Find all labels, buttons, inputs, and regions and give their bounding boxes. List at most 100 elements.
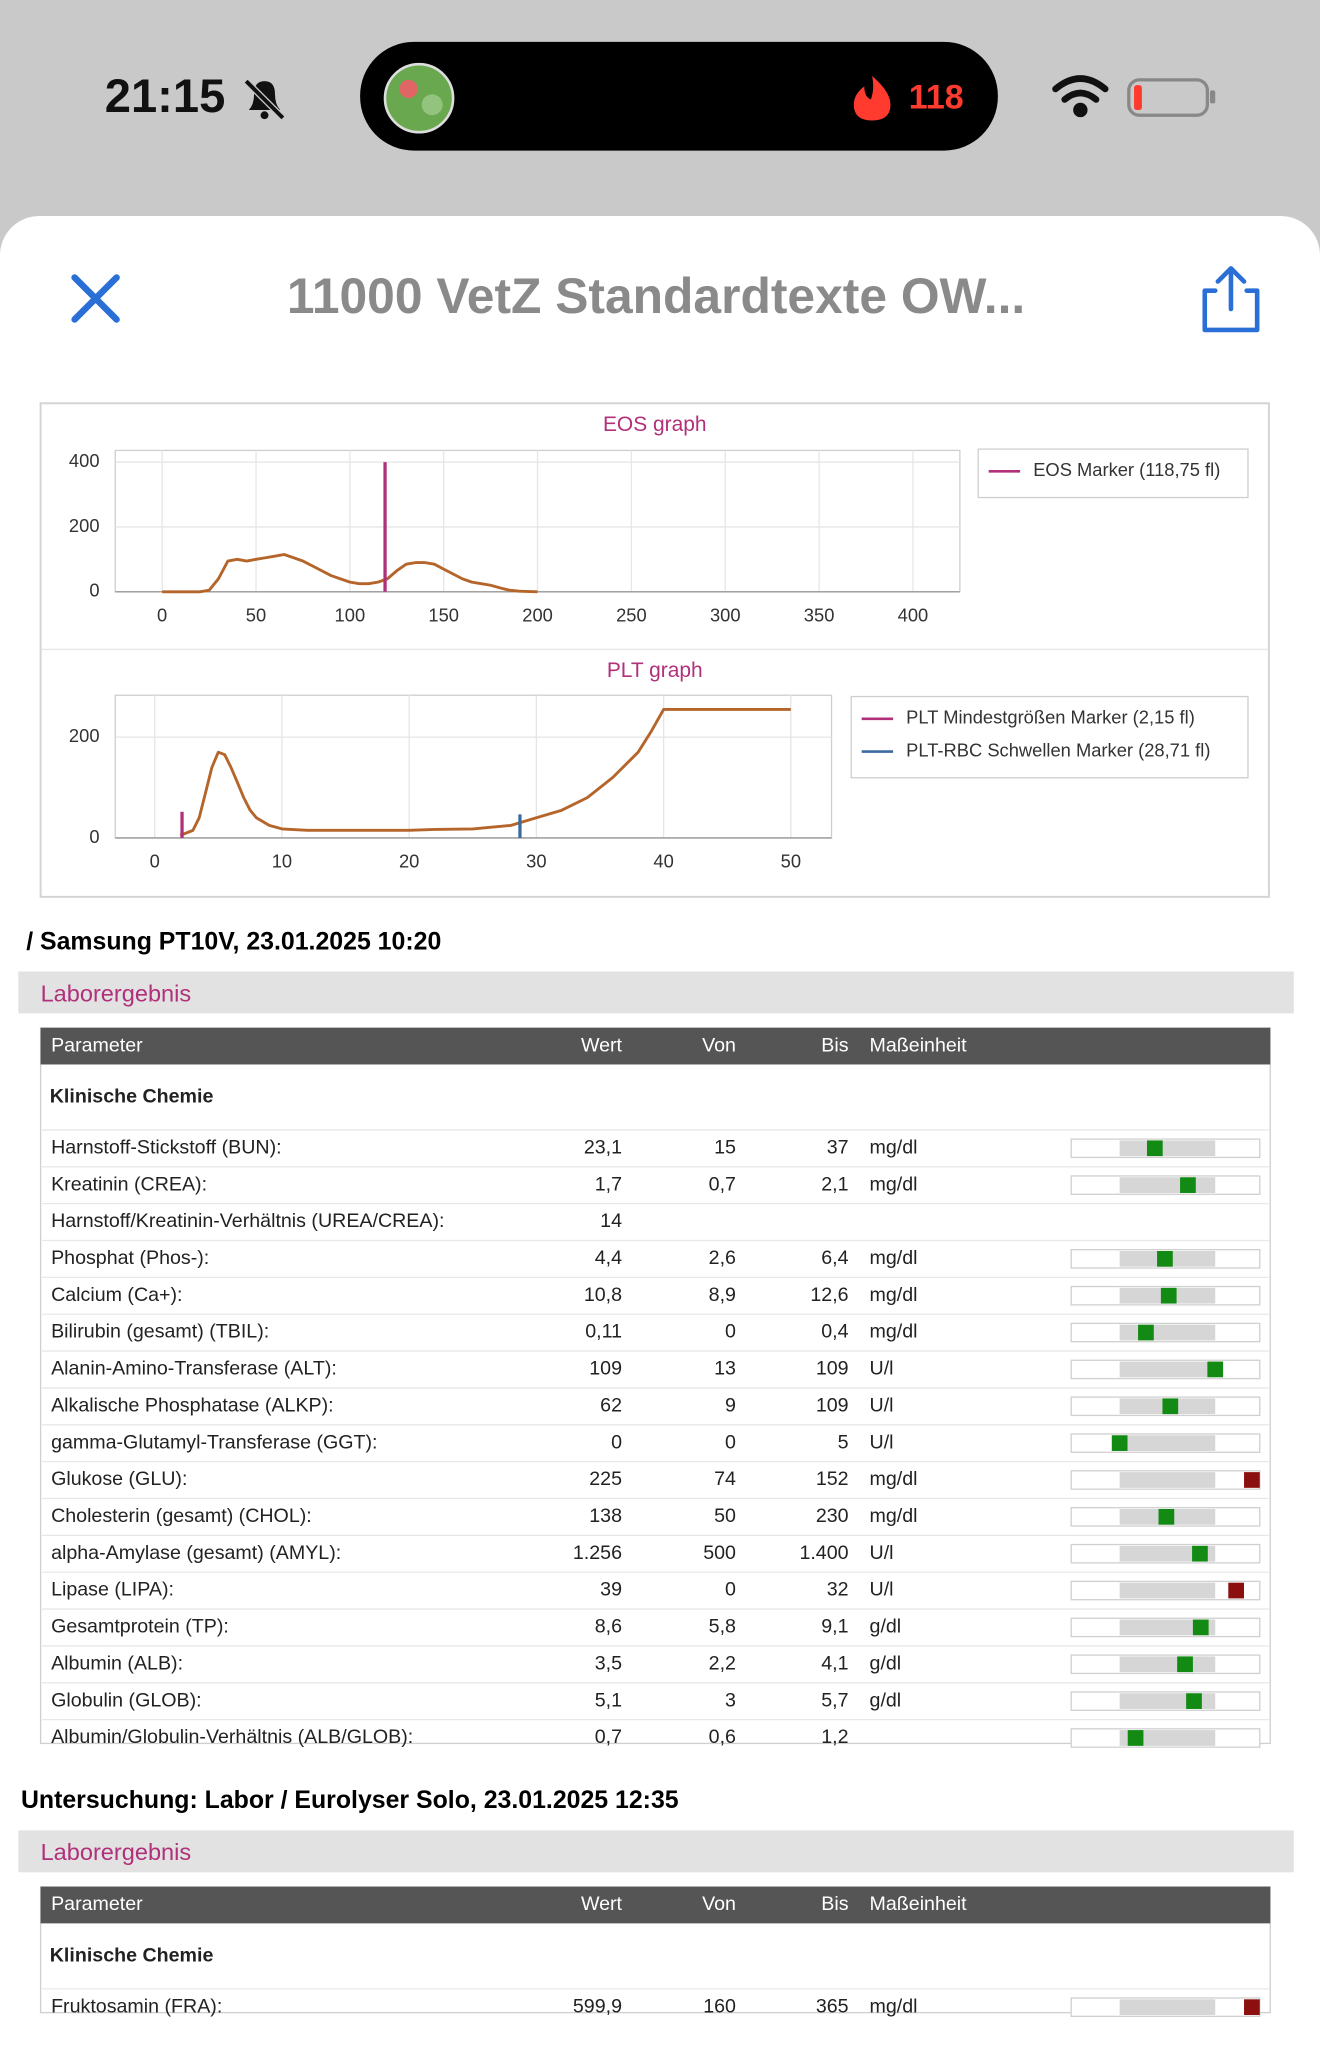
cell: 13: [714, 1358, 736, 1380]
cell: 9,1: [821, 1616, 848, 1638]
value-indicator: [1228, 1582, 1245, 1599]
result-label: Laborergebnis: [41, 980, 192, 1006]
battery-tip: [1210, 90, 1216, 104]
cell: 160: [703, 1995, 736, 2017]
cell: Albumin/Globulin-Verhältnis (ALB/GLOB):: [51, 1726, 413, 1748]
section-heading: Untersuchung: Labor / Eurolyser Solo, 23…: [21, 1786, 679, 1814]
cell: 5,7: [821, 1689, 848, 1711]
cell: g/dl: [870, 1689, 902, 1711]
app-avatar: [383, 62, 455, 134]
cell: U/l: [870, 1542, 894, 1564]
legend-entry: PLT-RBC Schwellen Marker (28,71 fl): [906, 739, 1210, 760]
x-tick-label: 100: [335, 605, 366, 626]
cell: 109: [816, 1394, 849, 1416]
cell: 23,1: [584, 1136, 622, 1158]
cell: 0,4: [821, 1321, 848, 1343]
result-bar: [18, 971, 1294, 1014]
graph-title: EOS graph: [603, 413, 707, 436]
x-tick-label: 150: [428, 605, 459, 626]
x-tick-label: 350: [804, 605, 835, 626]
x-tick-label: 300: [710, 605, 741, 626]
avatar-detail: [399, 79, 418, 99]
cell: 32: [827, 1579, 849, 1601]
cell: 37: [827, 1136, 849, 1158]
plot-area: [114, 694, 833, 839]
y-tick-label: 200: [69, 515, 100, 536]
range-zone: [1119, 1324, 1216, 1341]
value-indicator: [1162, 1398, 1179, 1415]
range-zone: [1119, 1999, 1216, 2016]
column-header: Wert: [581, 1034, 623, 1056]
cell: Lipase (LIPA):: [51, 1579, 174, 1601]
table-header: [40, 1886, 1271, 1924]
range-zone: [1119, 1140, 1216, 1157]
cell: g/dl: [870, 1616, 902, 1638]
cell: 599,9: [573, 1995, 622, 2017]
column-header: Bis: [821, 1893, 848, 1915]
share-button[interactable]: [1202, 266, 1260, 333]
cell: 2,6: [709, 1247, 736, 1269]
cell: mg/dl: [870, 1468, 918, 1490]
cell: 0,6: [709, 1726, 736, 1748]
value-indicator: [1127, 1730, 1144, 1746]
x-tick-label: 50: [246, 605, 266, 626]
cell: g/dl: [870, 1652, 902, 1674]
y-tick-label: 200: [69, 725, 100, 746]
section-heading: / Samsung PT10V, 23.01.2025 10:20: [26, 927, 441, 955]
x-tick-label: 50: [781, 851, 801, 872]
range-zone: [1119, 1656, 1216, 1673]
cell: mg/dl: [870, 1247, 918, 1269]
x-tick-label: 200: [522, 605, 553, 626]
value-indicator: [1157, 1250, 1173, 1267]
range-zone: [1119, 1361, 1216, 1378]
range-zone: [1119, 1619, 1216, 1636]
graph-title: PLT graph: [607, 659, 703, 682]
column-header: Maßeinheit: [870, 1034, 968, 1056]
cell: 1,2: [821, 1726, 848, 1748]
x-tick-label: 30: [526, 851, 546, 872]
x-tick-label: 0: [150, 851, 160, 872]
battery-level: [1134, 85, 1142, 110]
cell: 1,7: [595, 1173, 622, 1195]
cell: Cholesterin (gesamt) (CHOL):: [51, 1505, 312, 1527]
value-indicator: [1158, 1508, 1175, 1525]
legend-entry: EOS Marker (118,75 fl): [1033, 459, 1220, 480]
bell-muted-icon: [243, 78, 286, 121]
cell: 500: [703, 1542, 736, 1564]
cell: Harnstoff-Stickstoff (BUN):: [51, 1136, 281, 1158]
cell: Kreatinin (CREA):: [51, 1173, 207, 1195]
cell: mg/dl: [870, 1173, 918, 1195]
cell: Albumin (ALB):: [51, 1652, 183, 1674]
value-indicator: [1192, 1619, 1209, 1636]
cell: 9: [725, 1394, 736, 1416]
cell: 1.400: [799, 1542, 848, 1564]
cell: U/l: [870, 1579, 894, 1601]
cell: 5: [838, 1431, 849, 1453]
cell: Bilirubin (gesamt) (TBIL):: [51, 1321, 269, 1343]
column-header: Von: [702, 1034, 736, 1056]
flame-icon: [853, 75, 891, 121]
cell: 8,6: [595, 1616, 622, 1638]
cell: Gesamtprotein (TP):: [51, 1616, 229, 1638]
cell: 8,9: [709, 1284, 736, 1306]
range-zone: [1119, 1472, 1216, 1488]
cell: Calcium (Ca+):: [51, 1284, 182, 1306]
curve: [162, 553, 538, 594]
cell: 138: [589, 1505, 622, 1527]
cell: U/l: [870, 1358, 894, 1380]
cell: 1.256: [573, 1542, 622, 1564]
cell: 109: [589, 1358, 622, 1380]
x-tick-label: 40: [653, 851, 673, 872]
close-button[interactable]: [71, 274, 120, 323]
cell: 5,8: [709, 1616, 736, 1638]
curve: [179, 707, 791, 837]
result-bar: [18, 1830, 1294, 1873]
cell: 225: [589, 1468, 622, 1490]
legend-entry: PLT Mindestgrößen Marker (2,15 fl): [906, 707, 1195, 728]
cell: 62: [600, 1394, 622, 1416]
cell: mg/dl: [870, 1284, 918, 1306]
y-tick-label: 0: [89, 580, 99, 601]
cell: 2,1: [821, 1173, 848, 1195]
